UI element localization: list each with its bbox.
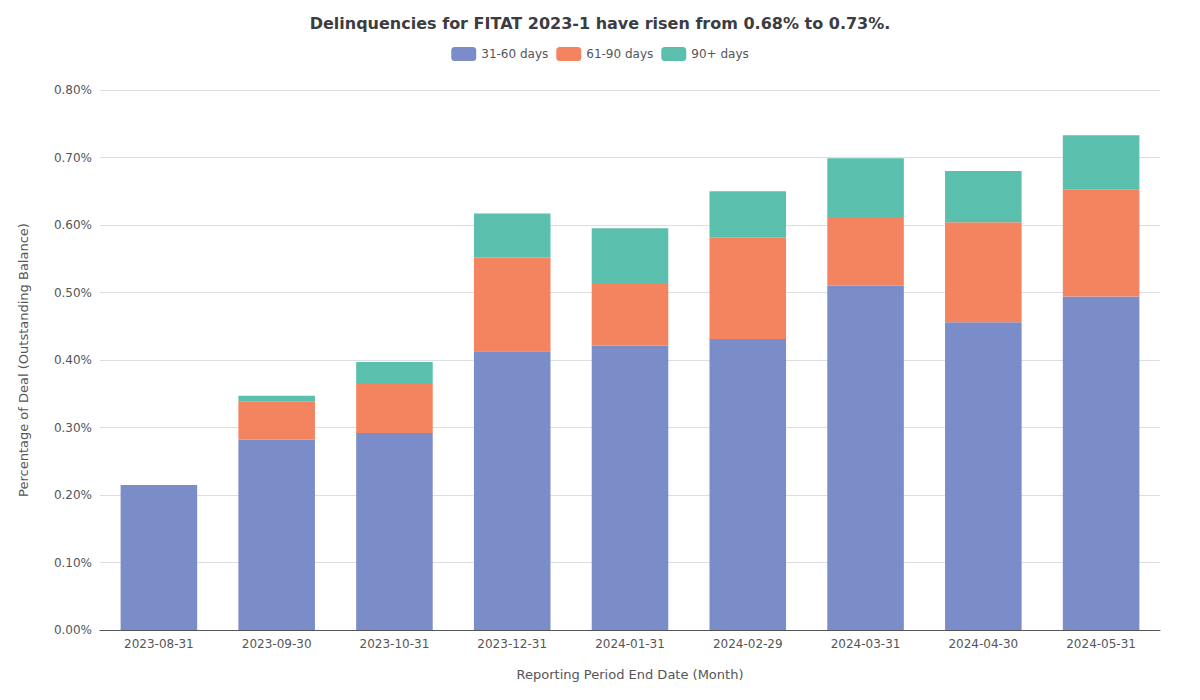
svg-text:0.80%: 0.80% [54, 83, 92, 97]
svg-text:31-60 days: 31-60 days [481, 47, 548, 61]
svg-text:0.10%: 0.10% [54, 556, 92, 570]
svg-text:0.50%: 0.50% [54, 286, 92, 300]
svg-text:2023-09-30: 2023-09-30 [242, 637, 312, 651]
svg-text:2023-10-31: 2023-10-31 [360, 637, 430, 651]
svg-text:90+ days: 90+ days [691, 47, 748, 61]
svg-text:2024-01-31: 2024-01-31 [595, 637, 665, 651]
svg-text:0.20%: 0.20% [54, 488, 92, 502]
svg-text:2024-02-29: 2024-02-29 [713, 637, 783, 651]
svg-text:Reporting Period End Date (Mon: Reporting Period End Date (Month) [517, 667, 744, 682]
svg-text:0.30%: 0.30% [54, 421, 92, 435]
svg-text:2024-04-30: 2024-04-30 [948, 637, 1018, 651]
svg-text:2023-08-31: 2023-08-31 [124, 637, 194, 651]
svg-text:2023-12-31: 2023-12-31 [477, 637, 547, 651]
svg-text:Percentage of Deal (Outstandin: Percentage of Deal (Outstanding Balance) [16, 223, 31, 497]
svg-text:2024-05-31: 2024-05-31 [1066, 637, 1136, 651]
svg-text:2024-03-31: 2024-03-31 [831, 637, 901, 651]
svg-text:0.60%: 0.60% [54, 218, 92, 232]
svg-text:0.00%: 0.00% [54, 623, 92, 637]
svg-text:0.40%: 0.40% [54, 353, 92, 367]
svg-text:61-90 days: 61-90 days [586, 47, 653, 61]
svg-text:Delinquencies for FITAT 2023-1: Delinquencies for FITAT 2023-1 have rise… [310, 14, 891, 33]
svg-text:0.70%: 0.70% [54, 151, 92, 165]
